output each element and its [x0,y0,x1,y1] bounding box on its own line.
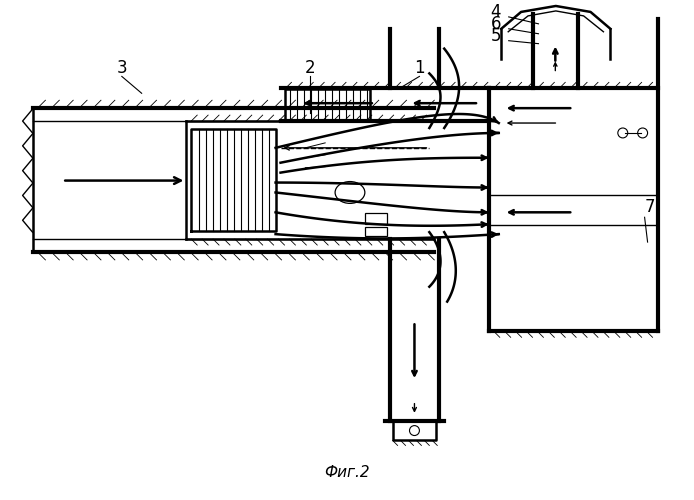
Circle shape [638,128,648,138]
Bar [365,214,387,224]
Text: 2: 2 [305,60,316,78]
Text: 6: 6 [491,15,501,33]
Text: 4: 4 [491,3,501,21]
Text: 3: 3 [117,60,127,78]
Text: 7: 7 [645,198,655,216]
Text: 1: 1 [414,60,425,78]
Text: Фиг.2: Фиг.2 [324,464,370,479]
Circle shape [618,128,628,138]
Ellipse shape [335,182,365,204]
Text: 5: 5 [491,26,501,44]
Circle shape [409,426,419,436]
Bar [365,227,387,236]
